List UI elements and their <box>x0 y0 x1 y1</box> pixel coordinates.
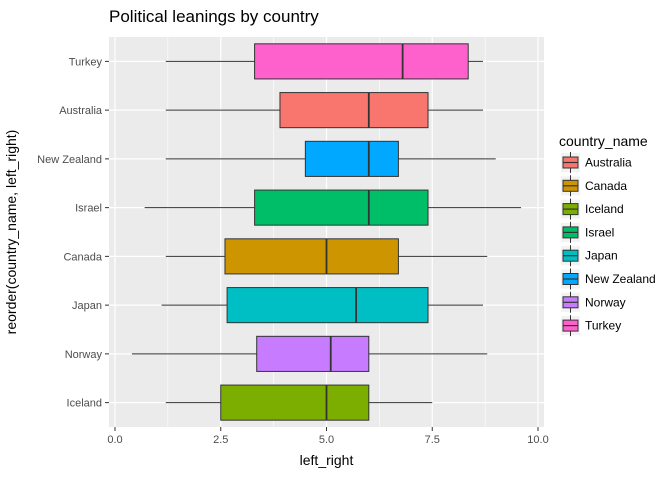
box-iqr <box>254 43 469 80</box>
legend-item-australia: Australia <box>561 152 632 173</box>
x-axis-title: left_right <box>300 452 354 468</box>
legend-label: Japan <box>585 249 618 263</box>
y-axis-ticks: Turkey Australia New Zealand Israel Canada Ja… <box>37 56 109 410</box>
legend-title: country_name <box>559 133 648 149</box>
y-tick-label: Israel <box>75 203 102 215</box>
box-iqr <box>304 140 399 177</box>
y-tick-label: Canada <box>63 251 102 263</box>
legend-item-canada: Canada <box>561 175 627 197</box>
box-iqr <box>256 335 370 372</box>
y-tick-label: Japan <box>72 300 102 312</box>
x-axis-ticks: 0.0 2.5 5.0 7.5 10.0 <box>107 427 549 446</box>
y-tick-label: Australia <box>59 105 103 117</box>
y-tick-label: Iceland <box>67 398 102 410</box>
legend-item-japan: Japan <box>561 245 618 267</box>
box-iqr <box>226 287 429 324</box>
box-iqr <box>224 238 399 275</box>
legend-label: Australia <box>585 156 632 170</box>
x-tick-label: 7.5 <box>425 434 440 446</box>
box-iqr <box>254 189 429 226</box>
legend-label: New Zealand <box>585 272 656 286</box>
legend-item-iceland: Iceland <box>561 198 624 220</box>
legend-label: Turkey <box>585 319 621 333</box>
legend-item-israel: Israel <box>561 221 614 243</box>
box-israel <box>144 189 522 226</box>
legend: country_name Australia Canada Iceland Israe… <box>559 133 656 337</box>
box-iqr <box>279 92 429 129</box>
legend-label: Canada <box>585 179 627 193</box>
chart-title: Political leanings by country <box>109 7 319 26</box>
box-japan <box>161 287 484 324</box>
box-iceland <box>165 384 433 421</box>
y-tick-label: Norway <box>65 349 103 361</box>
legend-label: Israel <box>585 225 614 239</box>
box-iqr <box>220 384 370 421</box>
x-tick-label: 2.5 <box>213 434 228 446</box>
legend-item-norway: Norway <box>561 291 626 313</box>
y-tick-label: New Zealand <box>37 154 102 166</box>
y-tick-label: Turkey <box>69 56 103 68</box>
x-tick-label: 0.0 <box>107 434 122 446</box>
legend-item-turkey: Turkey <box>561 315 621 337</box>
boxes <box>131 43 522 421</box>
box-norway <box>131 335 488 372</box>
box-australia <box>165 92 484 129</box>
box-canada <box>165 238 488 275</box>
legend-item-new-zealand: New Zealand <box>561 268 656 290</box>
x-tick-label: 10.0 <box>527 434 548 446</box>
y-axis-title: reorder(country_name, left_right) <box>3 130 19 335</box>
x-tick-label: 5.0 <box>319 434 334 446</box>
box-new-zealand <box>165 140 496 177</box>
legend-label: Norway <box>585 295 626 309</box>
box-turkey <box>165 43 484 80</box>
legend-label: Iceland <box>585 202 624 216</box>
